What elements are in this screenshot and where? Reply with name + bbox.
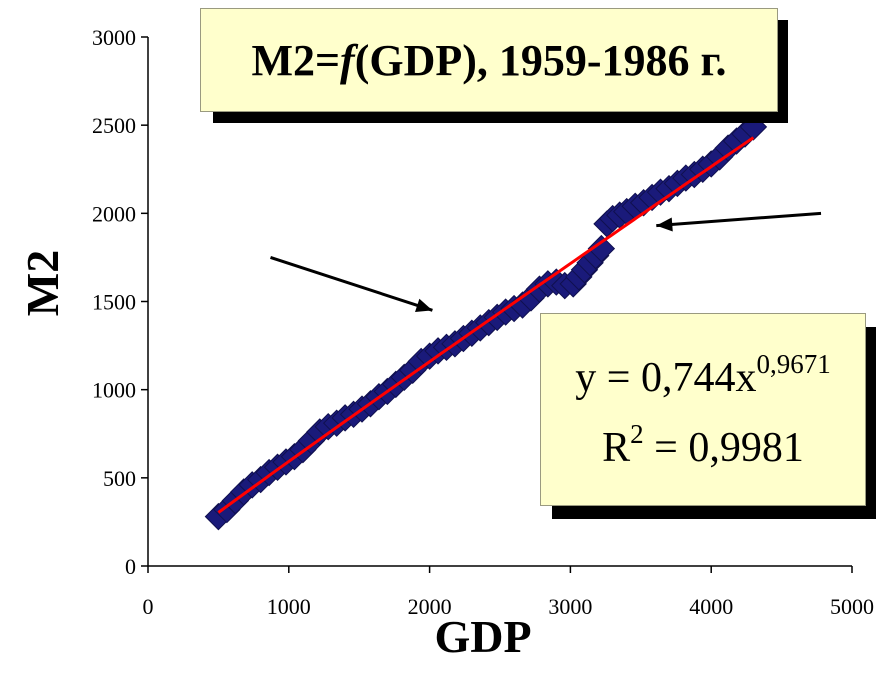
- x-tick-label: 0: [143, 594, 154, 619]
- x-tick-label: 3000: [548, 594, 592, 619]
- y-tick-label: 2000: [92, 201, 136, 226]
- chart-title-func: f: [340, 35, 355, 85]
- y-tick-label: 500: [103, 466, 136, 491]
- x-tick-label: 5000: [830, 594, 874, 619]
- chart-title-prefix: M2=: [251, 35, 341, 85]
- r2-value: = 0,9981: [643, 424, 804, 471]
- axes: 0 500 1000 1500 2000 2500 3000 0 1000 2000 3000 400…: [92, 25, 874, 619]
- x-tick-label: 1000: [267, 594, 311, 619]
- y-tick-label: 0: [125, 554, 136, 579]
- annotation-arrow-shaft: [656, 211, 822, 228]
- r-squared: R2 = 0,9981: [602, 418, 804, 471]
- r2-prefix: R: [602, 424, 631, 471]
- chart-title-suffix: (GDP), 1959-1986 г.: [354, 35, 727, 85]
- r2-exponent: 2: [630, 418, 644, 449]
- equation-box: y = 0,744x0,9671 R2 = 0,9981: [540, 313, 866, 506]
- arrows-layer: [270, 211, 822, 313]
- y-axis-title: M2: [17, 250, 68, 316]
- annotation-arrow-head: [656, 217, 673, 232]
- equation-prefix: y = 0,744x: [575, 354, 757, 401]
- points-layer: [204, 113, 768, 531]
- y-tick-label: 1000: [92, 378, 136, 403]
- annotation-arrow-shaft: [270, 255, 433, 312]
- y-tick-label: 3000: [92, 25, 136, 50]
- y-tick-label: 2500: [92, 113, 136, 138]
- trend-equation: y = 0,744x0,9671: [575, 348, 831, 401]
- trendline-line: [217, 136, 755, 514]
- x-tick-label: 2000: [408, 594, 452, 619]
- x-axis-title: GDP: [434, 611, 531, 662]
- y-tick-label: 1500: [92, 290, 136, 315]
- x-tick-label: 4000: [689, 594, 733, 619]
- equation-exponent: 0,9671: [756, 348, 831, 379]
- chart-title-box: M2=f(GDP), 1959-1986 г.: [200, 8, 778, 112]
- chart-title: M2=f(GDP), 1959-1986 г.: [251, 35, 726, 86]
- annotation-arrow-head: [415, 298, 433, 313]
- data-point: [587, 234, 616, 263]
